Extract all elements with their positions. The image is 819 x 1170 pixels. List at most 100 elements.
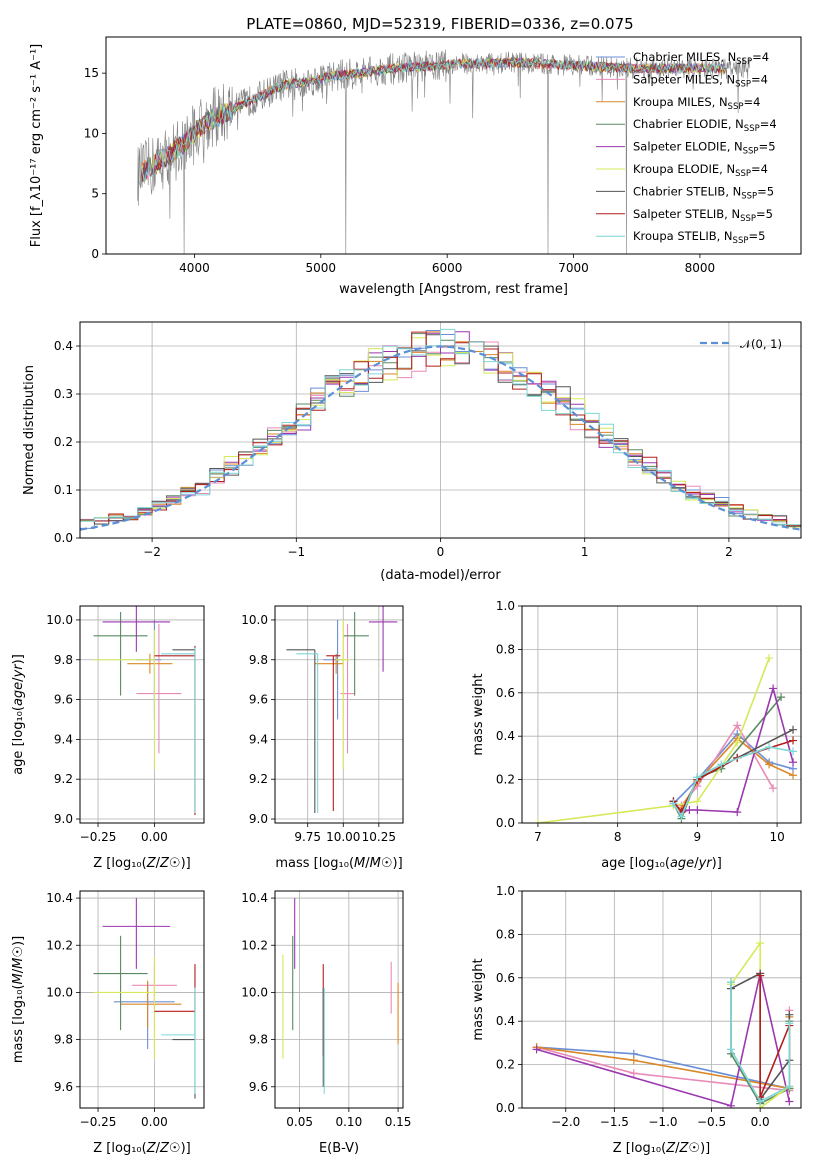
x-tick-label: −2 — [143, 545, 161, 559]
series-marker — [789, 758, 798, 767]
ticks: 7 8 9 10 0.0 0.2 0.4 0.6 0.8 1.0 — [496, 599, 785, 844]
y-tick-label: 9.6 — [249, 1080, 268, 1094]
y-tick-label: 9.6 — [249, 693, 268, 707]
ticks: 4000 5000 6000 7000 8000 0 5 10 15 — [84, 66, 715, 275]
massweight-vs-Z-axes: −2.0 −1.5 −1.0 −0.5 0.0 0.0 0.2 0.4 0.6 0.8 1.0 Z [… — [471, 884, 802, 1156]
x-axis-label: Z [log₁₀(Z/Z☉)] — [93, 856, 190, 871]
legend-label-salpeter-stelib: Salpeter STELIB, NSSP=5 — [633, 207, 773, 224]
plot-area — [282, 898, 399, 1094]
legend-label-salpeter-elodie: Salpeter ELODIE, NSSP=5 — [633, 140, 776, 157]
x-axis-label: E(B-V) — [319, 1141, 359, 1156]
age-vs-Z-axes: −0.25 0.00 9.0 9.2 9.4 9.6 9.8 10.0 Z [log₁₀(Z/Z… — [11, 605, 205, 871]
x-tick-label: 9.75 — [294, 830, 321, 844]
series-marker — [785, 1019, 794, 1028]
y-tick-label: 0.2 — [496, 773, 515, 787]
errorbar-kroupa-miles — [120, 980, 182, 1028]
y-tick-label: 9.2 — [249, 772, 268, 786]
y-tick-label: 10.2 — [241, 938, 268, 952]
y-tick-label: 0.3 — [54, 387, 73, 401]
y-tick-label: 5 — [91, 187, 99, 201]
errorbar-salpeter-elodie — [368, 606, 398, 672]
errorbar-chabrier-elodie — [93, 935, 148, 1031]
legend-label-gaussian: 𝒩(0, 1) — [740, 337, 782, 351]
series-marker — [693, 773, 702, 782]
x-tick-label: −0.5 — [697, 1115, 726, 1129]
errorbar-salpeter-miles — [136, 623, 182, 754]
x-tick-label: −2.0 — [551, 1115, 580, 1129]
series-marker — [727, 1045, 736, 1054]
ticks: 9.75 10.00 10.25 9.0 9.2 9.4 9.6 9.8 10.0 — [241, 613, 396, 844]
y-axis-label: Flux [f_λ10⁻¹⁷ erg cm⁻² s⁻¹ A⁻¹] — [29, 44, 44, 248]
series-marker — [789, 736, 798, 745]
y-tick-label: 1.0 — [496, 884, 515, 898]
y-tick-label: 9.8 — [54, 653, 73, 667]
legend-label-kroupa-stelib: Kroupa STELIB, NSSP=5 — [633, 229, 765, 246]
y-tick-label: 0.0 — [54, 531, 73, 545]
x-tick-label: −1.5 — [600, 1115, 629, 1129]
series-marker — [765, 760, 774, 769]
axes-frame — [79, 890, 205, 1109]
y-tick-label: 0.6 — [496, 686, 515, 700]
series-marker — [789, 747, 798, 756]
x-tick-label: 8000 — [685, 261, 716, 275]
plot-area — [93, 606, 196, 816]
y-tick-label: 0.4 — [496, 1014, 515, 1028]
y-tick-label: 10.0 — [46, 613, 73, 627]
x-tick-label: 8 — [614, 830, 622, 844]
x-axis-label: mass [log₁₀(M/M☉)] — [275, 856, 402, 871]
series-marker — [756, 939, 765, 948]
plot-area — [533, 654, 798, 823]
y-tick-label: 9.8 — [249, 653, 268, 667]
spectrum-legend: Chabrier MILES, NSSP=4 Salpeter MILES, NS… — [596, 50, 777, 246]
axes-frame — [521, 890, 802, 1109]
series-line — [536, 973, 791, 1107]
errorbar-kroupa-stelib — [161, 987, 196, 1094]
series-marker — [789, 771, 798, 780]
legend-label-kroupa-miles: Kroupa MILES, NSSP=4 — [633, 95, 760, 112]
residuals-legend: 𝒩(0, 1) — [700, 337, 782, 351]
legend-label-chabrier-miles: Chabrier MILES, NSSP=4 — [633, 50, 769, 67]
series-marker — [629, 1056, 638, 1065]
series-marker — [532, 1045, 541, 1054]
legend-label-chabrier-elodie: Chabrier ELODIE, NSSP=4 — [633, 117, 777, 134]
series-marker — [756, 971, 765, 980]
x-tick-label: 0.00 — [141, 830, 168, 844]
errorbar-kroupa-elodie — [93, 629, 155, 770]
series-marker — [733, 738, 742, 747]
axes-frame — [79, 605, 205, 824]
series-marker — [533, 819, 542, 823]
y-tick-label: 0.2 — [496, 1058, 515, 1072]
x-tick-label: 0.05 — [286, 1115, 313, 1129]
plot-area — [80, 328, 801, 531]
errorbar-salpeter-elodie — [102, 606, 171, 652]
series-marker — [693, 805, 702, 814]
y-axis-label: mass weight — [471, 673, 486, 755]
y-tick-label: 10 — [84, 126, 99, 140]
x-tick-label: 6000 — [432, 261, 463, 275]
y-tick-label: 10.4 — [241, 891, 268, 905]
errorbar-kroupa-elodie — [93, 957, 155, 1059]
y-tick-label: 15 — [84, 66, 99, 80]
series-marker — [727, 978, 736, 987]
ticks: 0.05 0.10 0.15 9.6 9.8 10.0 10.2 10.4 — [241, 891, 411, 1129]
series-marker — [765, 743, 774, 752]
series-marker — [785, 1097, 794, 1106]
errorbar-kroupa-miles — [314, 653, 344, 674]
legend-label-salpeter-miles: Salpeter MILES, NSSP=4 — [633, 72, 768, 89]
y-tick-label: 9.0 — [249, 812, 268, 826]
y-tick-label: 9.8 — [249, 1033, 268, 1047]
x-tick-label: 0.0 — [751, 1115, 770, 1129]
axes-frame — [274, 890, 404, 1109]
series-marker — [765, 654, 774, 663]
series-marker — [717, 760, 726, 769]
y-axis-label: age [log₁₀(age/yr)] — [11, 654, 26, 775]
mass-vs-Z-axes: −0.25 0.00 9.6 9.8 10.0 10.2 10.4 Z [log₁₀(Z/Z☉… — [11, 890, 205, 1156]
model-line-salpeter-stelib — [139, 57, 726, 185]
ticks: −0.25 0.00 9.0 9.2 9.4 9.6 9.8 10.0 — [46, 613, 167, 844]
x-axis-label: (data-model)/error — [380, 568, 501, 583]
x-tick-label: −0.25 — [80, 830, 117, 844]
ticks: −2.0 −1.5 −1.0 −0.5 0.0 0.0 0.2 0.4 0.6 0.8 1.0 — [496, 884, 770, 1129]
y-tick-label: 10.0 — [241, 613, 268, 627]
x-tick-label: −1 — [287, 545, 305, 559]
